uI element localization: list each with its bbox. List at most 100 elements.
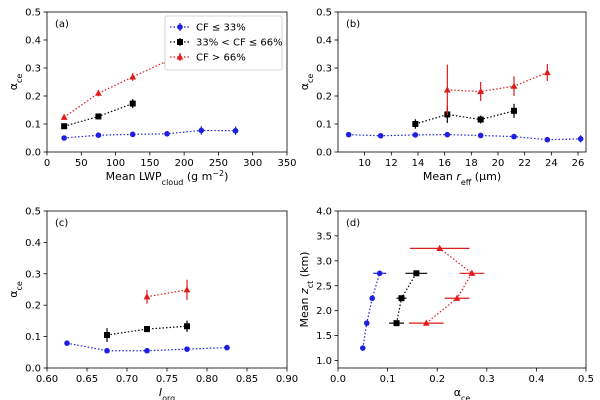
data-point (143, 293, 151, 300)
y-axis-label-sub: ce (306, 74, 315, 83)
x-tick-label: 24 (545, 158, 558, 169)
data-point (95, 89, 102, 96)
panel-label: (b) (346, 19, 360, 30)
y-axis-label-sub: ce (15, 281, 24, 290)
panel-label: (a) (55, 19, 69, 30)
plot-frame (46, 210, 288, 369)
x-tick-label: 18 (465, 158, 478, 169)
x-tick-label: 22 (518, 158, 531, 169)
data-point (60, 113, 68, 120)
data-point (544, 136, 551, 143)
x-tick-label: 0 (44, 158, 50, 169)
data-point (184, 346, 190, 352)
data-point (443, 86, 451, 93)
y-tick-label: 0.5 (25, 207, 41, 218)
y-axis-label-italic: z (298, 288, 311, 295)
data-point (377, 132, 384, 139)
data-point (477, 132, 484, 139)
data-point (95, 113, 102, 120)
series-line (63, 60, 168, 118)
series-line (415, 110, 515, 125)
data-point (129, 100, 136, 107)
legend-marker (176, 53, 184, 60)
x-tick-label: 16 (438, 158, 451, 169)
x-tick-label: 0.2 (429, 374, 445, 385)
y-tick-label: 0.1 (316, 120, 332, 131)
legend-label: CF > 66% (196, 53, 246, 64)
series-mid (412, 103, 517, 129)
x-tick-label: 14 (412, 158, 425, 169)
y-tick-label: 0.5 (316, 8, 332, 19)
y-tick-label: 4.0 (316, 207, 332, 218)
series-high (143, 279, 191, 304)
data-point (184, 323, 190, 330)
x-tick-label: 200 (175, 158, 194, 169)
data-point (376, 270, 383, 277)
x-tick-label: 0.85 (236, 374, 258, 385)
panel-1: 0 50 100 150 200 250 300 350 0.0 0.1 0.2 0.3 0.4 0.5 M… (7, 8, 297, 187)
x-tick-label: 350 (277, 158, 296, 169)
data-point (360, 345, 366, 351)
data-point (363, 320, 370, 326)
x-axis-label-sub: org (162, 394, 175, 400)
legend-box (164, 15, 283, 71)
series-line (425, 247, 473, 324)
legend-marker (177, 24, 183, 30)
y-tick-label: 3.0 (316, 256, 332, 267)
data-point (95, 132, 102, 138)
y-tick-label: 0.1 (25, 120, 41, 131)
data-point (477, 116, 484, 123)
x-tick-label: 0.70 (116, 374, 138, 385)
y-tick-label: 0.2 (25, 301, 41, 312)
x-tick-label: 0.75 (156, 374, 178, 385)
data-point (61, 135, 67, 141)
data-point (412, 121, 419, 127)
series-high (443, 64, 551, 116)
x-tick-label: 0.90 (276, 374, 298, 385)
x-tick-label: 100 (106, 158, 125, 169)
series-mid (104, 320, 190, 342)
data-point (468, 269, 476, 276)
series-mid (61, 99, 136, 130)
series-line (447, 71, 548, 93)
series-mid (389, 270, 428, 327)
data-point (453, 294, 461, 301)
x-tick-label: 0.80 (196, 374, 218, 385)
y-axis-label-main: α (7, 83, 20, 90)
x-tick-label: 0.5 (578, 374, 594, 385)
x-axis-label-end: ) (224, 170, 228, 183)
plot-frame (46, 11, 288, 153)
x-tick-label: 20 (492, 158, 505, 169)
panel-2: 10 12 14 16 18 20 22 24 26 0.0 0.1 0.2 0.3 0.4 0.5 Mean… (298, 8, 587, 187)
data-point (232, 127, 239, 134)
y-tick-label: 0.2 (25, 92, 41, 103)
x-axis-label: Mean LWPcloud (g m−2) (106, 169, 229, 187)
x-axis-label-tail: (μm) (471, 170, 501, 183)
y-tick-label: 0.3 (316, 64, 332, 75)
y-tick-label: 1.5 (316, 331, 332, 342)
data-point (369, 295, 376, 302)
y-axis-label: Mean zct (km) (298, 252, 315, 328)
series-low (64, 340, 230, 354)
y-tick-label: 0.4 (25, 238, 41, 249)
x-axis-label-sup: −2 (212, 169, 224, 178)
x-axis-label-sub: eff (461, 178, 472, 187)
y-axis-label-sub: ct (306, 281, 315, 289)
y-tick-label: 2.0 (316, 306, 332, 317)
x-axis-label: Iorg (159, 386, 175, 400)
data-point (444, 131, 451, 138)
y-tick-label: 0.1 (25, 332, 41, 343)
x-tick-label: 10 (358, 158, 371, 169)
series-line (106, 325, 188, 336)
series-line (348, 134, 581, 141)
x-tick-label: 300 (243, 158, 262, 169)
legend-label: 33% < CF ≤ 66% (196, 38, 283, 49)
x-axis-label-tail: (g m (183, 170, 212, 183)
data-point (436, 244, 444, 251)
y-tick-label: 0.3 (25, 269, 41, 280)
y-tick-label: 0.0 (25, 364, 41, 375)
data-point (104, 347, 110, 354)
x-tick-label: 0.4 (528, 374, 544, 385)
data-point (64, 340, 70, 346)
x-axis-label: αce (454, 386, 471, 400)
